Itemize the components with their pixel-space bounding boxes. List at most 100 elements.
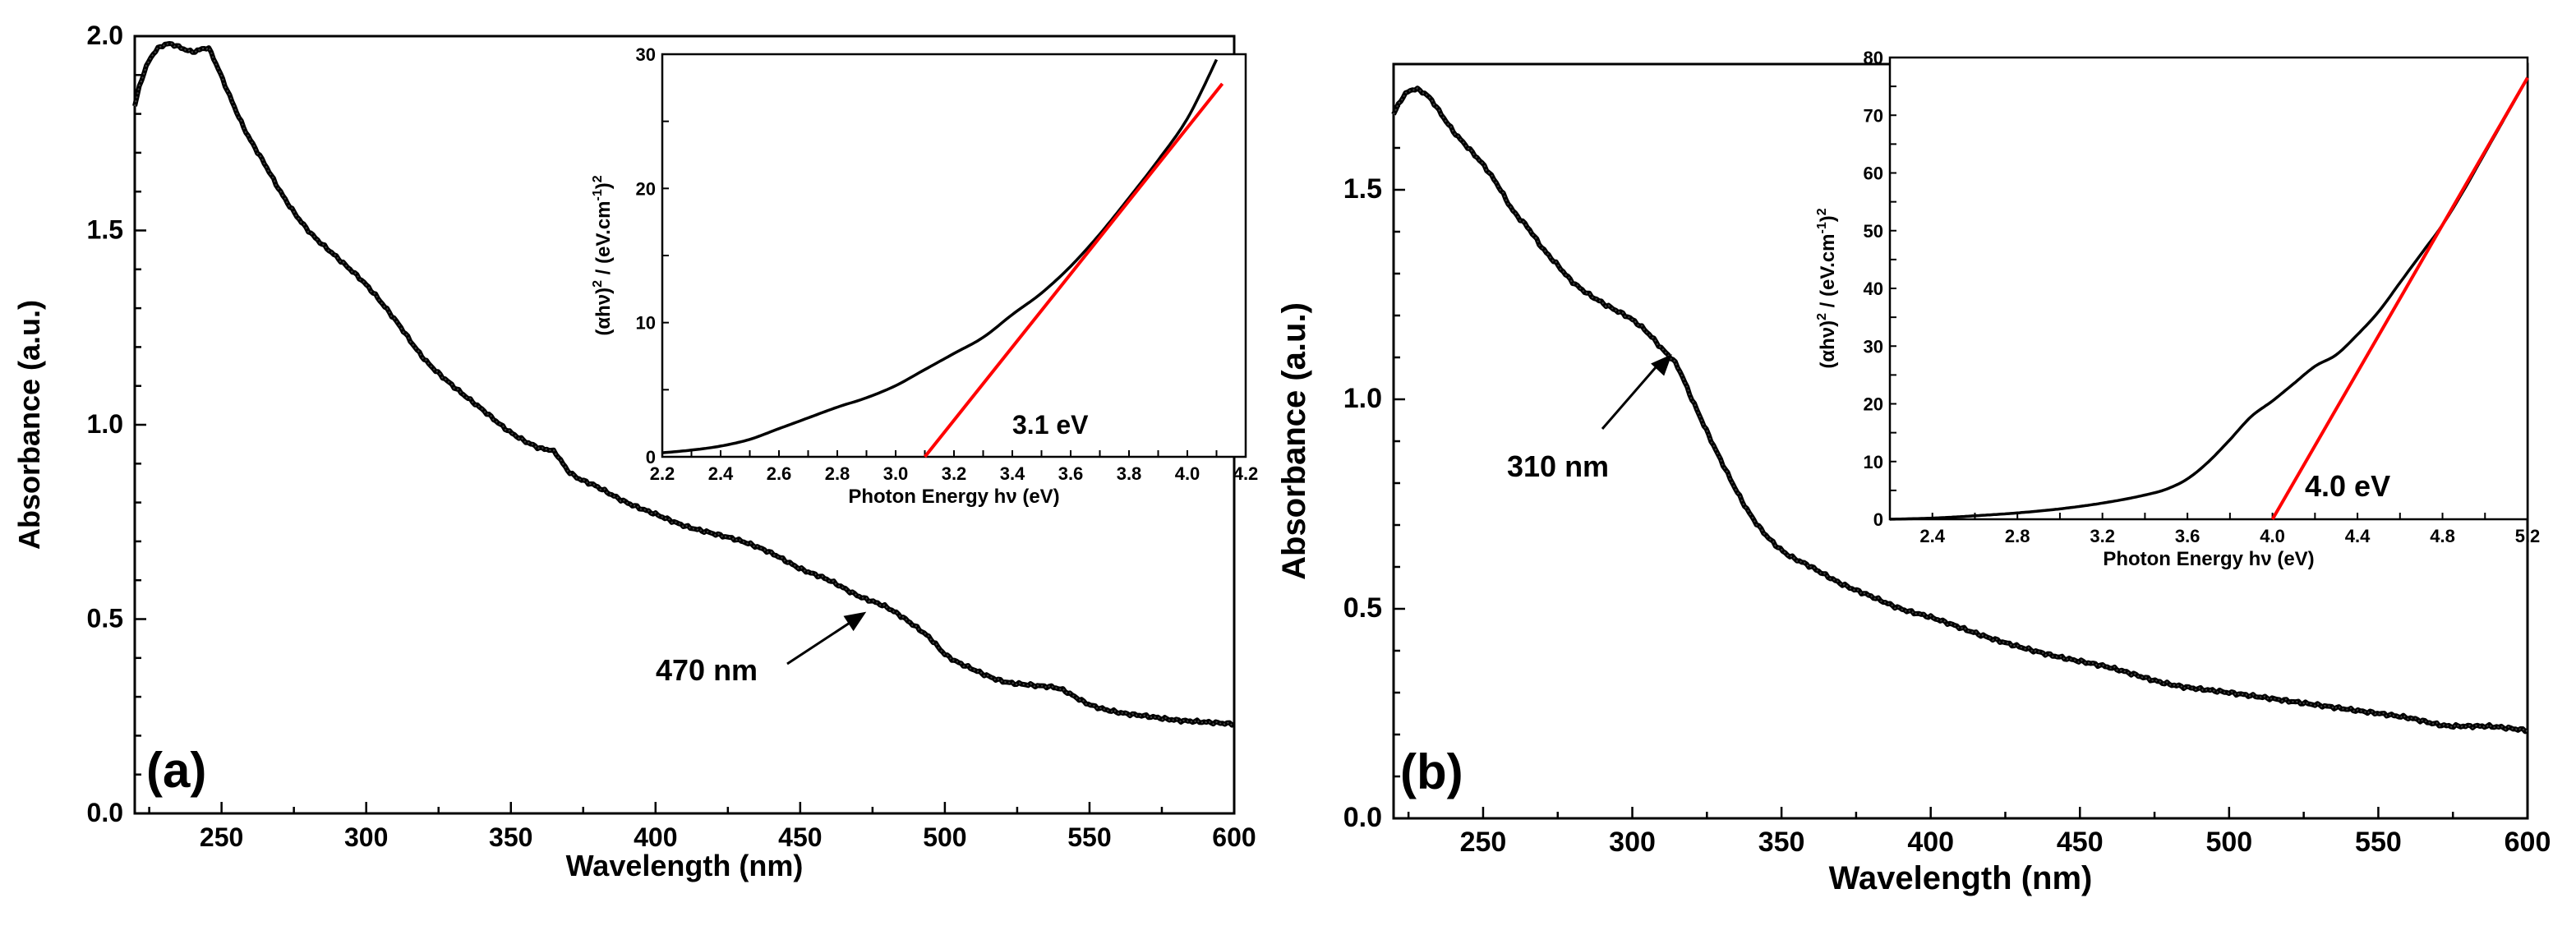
b-inset-x-tick-label: 4.8	[2430, 526, 2455, 546]
a-y-tick-label: 1.5	[87, 215, 123, 245]
b-x-axis-label: Wavelength (nm)	[1829, 860, 2093, 896]
b-x-tick-label: 300	[1609, 827, 1656, 858]
b-x-tick-label: 500	[2205, 827, 2252, 858]
a-inset-x-tick-label: 4.0	[1175, 463, 1200, 484]
a-x-tick-label: 500	[923, 822, 966, 852]
a-inset-y-axis-label-part: (αhν)	[592, 288, 615, 336]
a-y-tick-label: 1.0	[87, 409, 123, 439]
b-y-tick-label: 0.5	[1343, 592, 1382, 624]
b-inset-x-tick-label: 4.4	[2345, 526, 2371, 546]
a-x-tick-label: 450	[778, 822, 822, 852]
a-inset-y-axis-label: (αhν)2 / (eV.cm-1)2	[591, 175, 615, 335]
b-inset-y-tick-label: 70	[1864, 105, 1883, 126]
a-inset-x-tick-label: 3.4	[1000, 463, 1025, 484]
a-inset-x-tick-label: 2.4	[708, 463, 734, 484]
b-inset-y-axis-label-part: )	[1817, 215, 1839, 222]
b-annotation-arrow-line	[1601, 365, 1658, 430]
a-inset-x-tick-label: 3.2	[942, 463, 967, 484]
a-x-tick-label: 400	[634, 822, 677, 852]
b-y-tick-label: 0.0	[1343, 802, 1382, 833]
a-annotation-label: 470 nm	[656, 653, 758, 687]
b-inset-y-tick-label: 0	[1873, 509, 1883, 530]
a-x-tick-label: 350	[489, 822, 532, 852]
b-inset-y-tick-label: 80	[1864, 48, 1883, 68]
a-inset-plot-frame	[661, 53, 1247, 458]
a-inset-x-axis-label: Photon Energy hν (eV)	[848, 486, 1059, 508]
a-inset-y-tick-label: 30	[636, 44, 656, 65]
a-x-axis-label: Wavelength (nm)	[566, 849, 804, 882]
b-annotation-label: 310 nm	[1507, 449, 1609, 483]
a-absorbance-curve	[132, 41, 1236, 728]
b-annotation-arrow-head	[1651, 354, 1672, 376]
b-x-tick-label: 400	[1907, 827, 1954, 858]
b-inset-y-tick-label: 30	[1864, 336, 1883, 357]
a-y-tick-label: 0.0	[87, 798, 123, 827]
a-inset-x-tick-label: 3.0	[883, 463, 909, 484]
b-inset-panel: 2.4 2.8 3.2 3.6 4.0 4.4 4.8 5.2 0 10 20 30 40 50 60 70 8…	[1815, 48, 2540, 570]
a-x-tick-label: 600	[1212, 822, 1256, 852]
a-panel: 250 300 350 400 450 500 550 6000.00.51.01.52.0W…	[12, 21, 1256, 882]
a-annotation-arrow-head	[843, 611, 867, 632]
b-x-tick-label: 350	[1758, 827, 1805, 858]
b-inset-x-tick-label: 3.2	[2090, 526, 2115, 546]
a-y-axis-label: Absorbance (a.u.)	[12, 300, 46, 550]
b-x-tick-label: 450	[2057, 827, 2104, 858]
b-panel-label: (b)	[1400, 744, 1463, 799]
a-x-tick-label: 300	[344, 822, 388, 852]
b-inset-y-tick-label: 50	[1864, 221, 1883, 242]
b-y-tick-label: 1.5	[1343, 173, 1382, 205]
b-inset-tauc-curve	[1889, 76, 2529, 521]
b-x-tick-label: 600	[2505, 827, 2551, 858]
a-inset-linear-fit-line	[923, 82, 1224, 458]
b-inset-x-tick-label: 2.8	[2005, 526, 2030, 546]
b-inset-y-axis-label-part: / (eV.cm	[1817, 233, 1839, 313]
a-inset-x-tick-label: 2.2	[650, 463, 675, 484]
b-inset-linear-fit-line	[2270, 76, 2529, 521]
b-inset-y-axis-label-part: -1	[1815, 222, 1829, 233]
b-y-tick-label: 1.0	[1343, 383, 1382, 414]
b-inset-y-tick-label: 40	[1864, 279, 1883, 299]
a-inset-y-axis-label-part: / (eV.cm	[592, 200, 615, 280]
a-inset-x-tick-label: 2.6	[767, 463, 792, 484]
a-inset-panel: 2.2 2.4 2.6 2.8 3.0 3.2 3.4 3.6 3.8 4.0 4.2 0 10 20 30…	[591, 44, 1258, 508]
b-inset-y-axis-label-part: (αhν)	[1817, 320, 1839, 369]
b-inset-y-axis-label-part: 2	[1815, 313, 1829, 320]
a-inset-x-tick-label: 3.8	[1117, 463, 1142, 484]
b-inset-x-tick-label: 4.0	[2260, 526, 2285, 546]
b-inset-x-tick-label: 3.6	[2175, 526, 2200, 546]
b-x-tick-label: 250	[1460, 827, 1507, 858]
a-x-tick-label: 250	[200, 822, 243, 852]
b-inset-band-gap-label: 4.0 eV	[2305, 469, 2390, 503]
a-inset-y-axis-label-part: )	[592, 182, 615, 189]
b-inset-y-tick-label: 10	[1864, 452, 1883, 472]
b-inset-x-tick-label: 2.4	[1919, 526, 1945, 546]
b-inset-plot-frame	[1888, 56, 2529, 521]
b-inset-y-tick-label: 60	[1864, 164, 1883, 184]
b-inset-y-axis-label-part: 2	[1815, 208, 1829, 215]
a-inset-x-tick-label: 3.6	[1058, 463, 1084, 484]
a-inset-x-tick-label: 2.8	[825, 463, 850, 484]
b-y-axis-label: Absorbance (a.u.)	[1276, 302, 1312, 580]
a-inset-y-tick-label: 20	[636, 178, 656, 199]
a-x-tick-label: 550	[1067, 822, 1111, 852]
a-inset-x-tick-label: 4.2	[1233, 463, 1259, 484]
a-y-tick-label: 2.0	[87, 21, 123, 50]
a-y-tick-label: 0.5	[87, 604, 123, 633]
a-inset-y-tick-label: 10	[636, 313, 656, 334]
b-inset-y-tick-label: 20	[1864, 394, 1883, 415]
a-inset-y-axis-label-part: 2	[591, 280, 605, 288]
b-inset-x-tick-label: 5.2	[2515, 526, 2541, 546]
b-panel: 250 300 350 400 450 500 550 6000.00.51.01.5Wave…	[1276, 62, 2551, 896]
b-inset-y-axis-label: (αhν)2 / (eV.cm-1)2	[1815, 208, 1839, 368]
a-inset-y-tick-label: 0	[646, 447, 656, 468]
a-inset-tauc-curve	[661, 58, 1219, 454]
a-inset-y-axis-label-part: -1	[591, 189, 605, 200]
b-x-tick-label: 550	[2355, 827, 2402, 858]
a-annotation-arrow-line	[786, 620, 853, 666]
a-inset-band-gap-label: 3.1 eV	[1012, 410, 1089, 440]
a-panel-label: (a)	[146, 743, 206, 798]
b-absorbance-curve	[1391, 85, 2529, 735]
a-inset-y-axis-label-part: 2	[591, 175, 605, 182]
b-inset-x-axis-label: Photon Energy hν (eV)	[2103, 548, 2314, 570]
